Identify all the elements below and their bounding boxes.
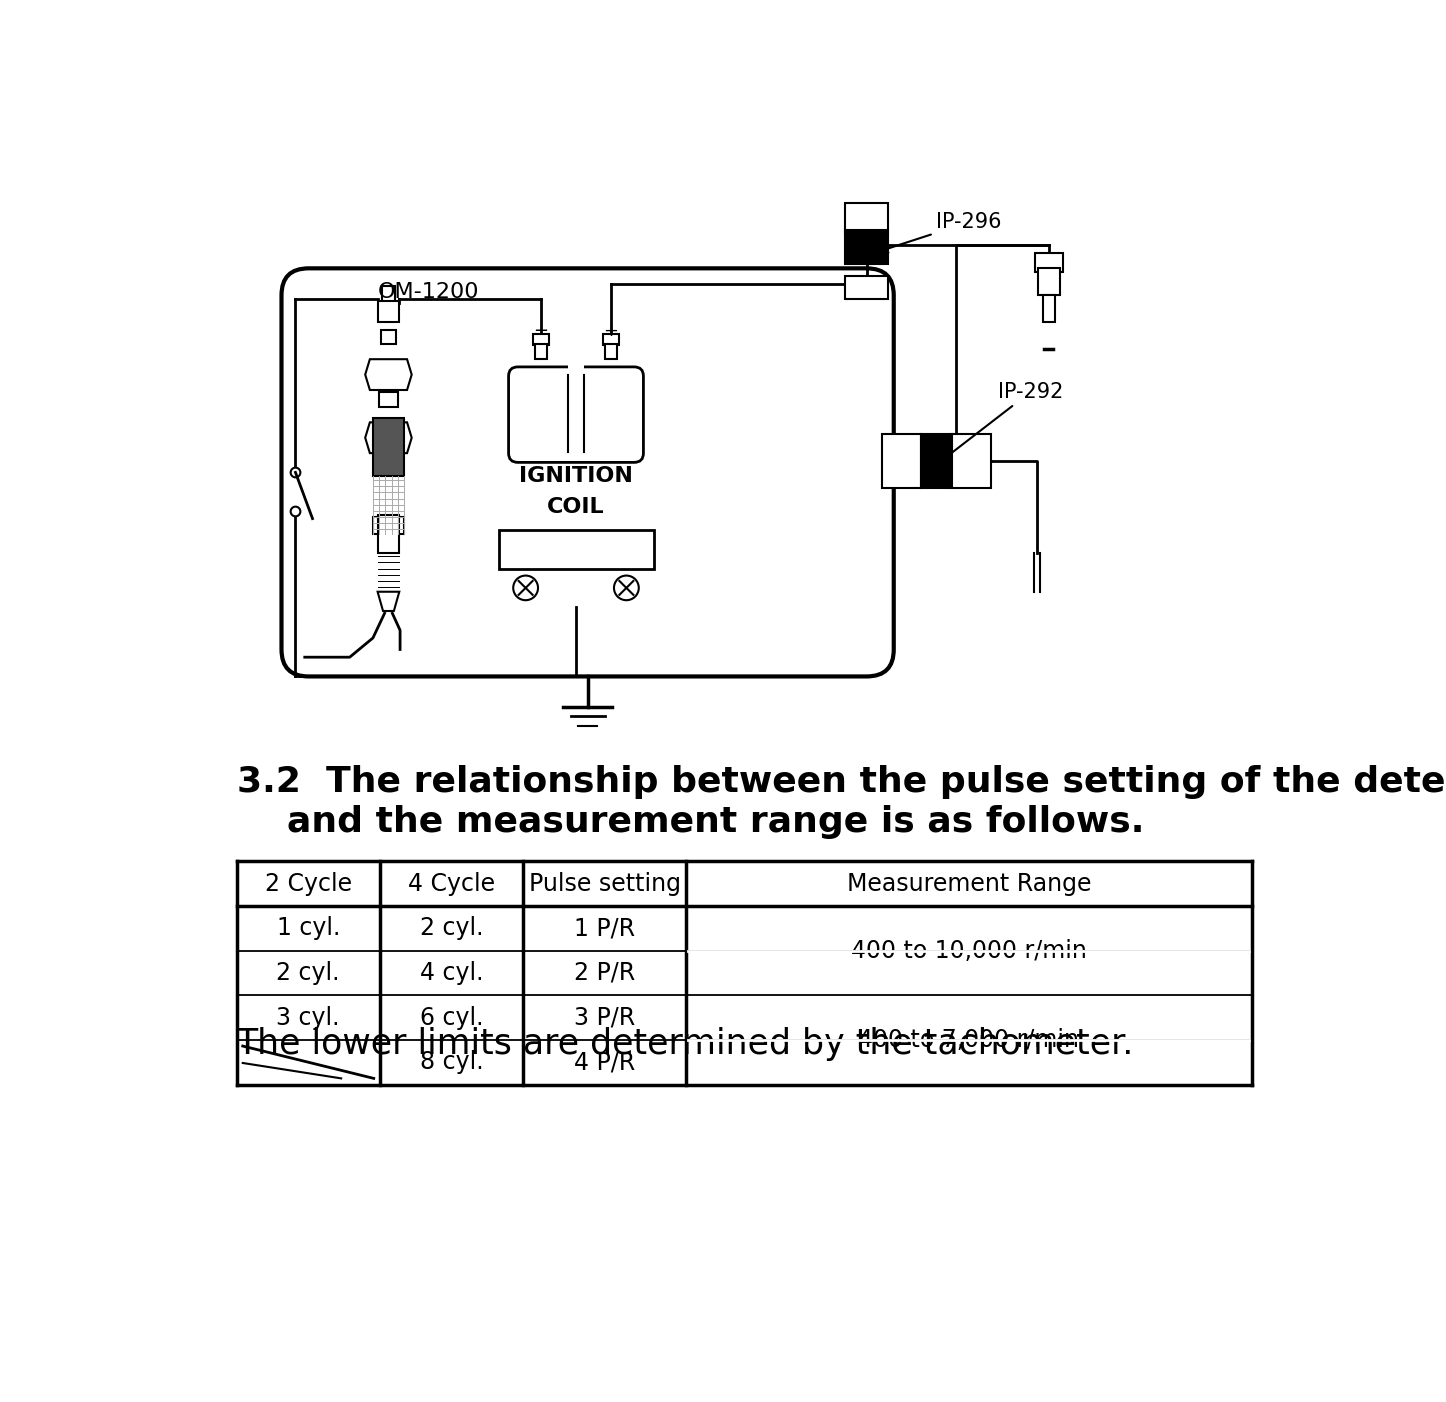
Circle shape	[513, 576, 538, 600]
Text: Measurement Range: Measurement Range	[847, 872, 1092, 896]
Text: 2 cyl.: 2 cyl.	[276, 960, 340, 984]
Bar	[568, 296, 584, 374]
Text: 4 Cycle: 4 Cycle	[408, 872, 495, 896]
Text: 3 cyl.: 3 cyl.	[276, 1005, 340, 1029]
Bar	[373, 517, 403, 534]
Text: 6 cyl.: 6 cyl.	[419, 1005, 483, 1029]
Bar	[921, 433, 951, 488]
Text: 2 cyl.: 2 cyl.	[419, 917, 483, 941]
Text: 3.2  The relationship between the pulse setting of the detector: 3.2 The relationship between the pulse s…	[237, 765, 1446, 799]
Bar	[882, 433, 921, 488]
Bar	[1035, 252, 1063, 272]
Bar	[377, 515, 399, 554]
Bar	[534, 334, 549, 345]
Bar	[373, 418, 403, 477]
Text: 3 P/R: 3 P/R	[574, 1005, 635, 1029]
Text: −: −	[534, 322, 548, 341]
Text: 4 P/R: 4 P/R	[574, 1050, 635, 1074]
Text: and the measurement range is as follows.: and the measurement range is as follows.	[286, 805, 1144, 838]
Bar	[1043, 296, 1056, 322]
Text: 8 cyl.: 8 cyl.	[419, 1050, 483, 1074]
Text: 400 to 7,000 r/min: 400 to 7,000 r/min	[859, 1028, 1079, 1052]
Polygon shape	[366, 359, 412, 390]
Bar	[604, 343, 617, 359]
Text: 4 cyl.: 4 cyl.	[419, 960, 483, 984]
Text: COIL: COIL	[547, 498, 604, 517]
Bar	[377, 300, 399, 322]
Bar	[1038, 268, 1060, 296]
Bar	[499, 530, 654, 569]
Bar	[535, 343, 548, 359]
Text: OM-1200: OM-1200	[377, 282, 479, 303]
Text: IP-296: IP-296	[879, 212, 1002, 252]
Bar	[951, 433, 991, 488]
Bar	[379, 391, 398, 407]
Text: 2 Cycle: 2 Cycle	[265, 872, 351, 896]
FancyBboxPatch shape	[282, 268, 894, 676]
Bar	[603, 334, 619, 345]
Text: IGNITION: IGNITION	[519, 467, 633, 486]
Text: 2 P/R: 2 P/R	[574, 960, 635, 984]
Bar	[844, 276, 888, 299]
Bar	[382, 286, 395, 303]
Text: IP-292: IP-292	[940, 381, 1064, 461]
Text: The lower limits are determined by the tachometer.: The lower limits are determined by the t…	[237, 1026, 1134, 1061]
Text: 1 cyl.: 1 cyl.	[276, 917, 340, 941]
FancyBboxPatch shape	[509, 367, 643, 463]
Bar	[844, 230, 888, 265]
Text: +: +	[603, 322, 619, 341]
Bar	[380, 329, 396, 343]
Text: 1 P/R: 1 P/R	[574, 917, 635, 941]
Polygon shape	[377, 592, 399, 611]
Circle shape	[615, 576, 639, 600]
Bar	[844, 203, 888, 234]
Text: Pulse setting: Pulse setting	[529, 872, 681, 896]
Polygon shape	[366, 422, 412, 453]
Text: 400 to 10,000 r/min: 400 to 10,000 r/min	[852, 938, 1087, 963]
